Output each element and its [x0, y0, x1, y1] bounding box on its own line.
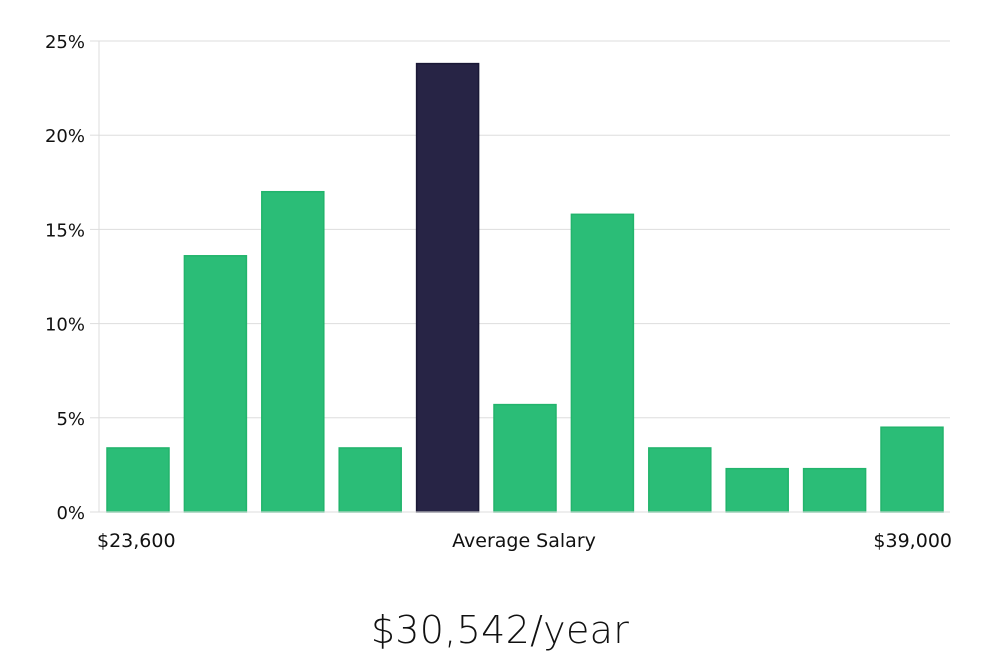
bar — [106, 447, 170, 513]
bars — [106, 62, 944, 513]
y-tick-label: 5% — [56, 409, 85, 430]
y-tick-label: 10% — [45, 315, 85, 336]
bar — [183, 255, 248, 513]
x-max-label: $39,000 — [873, 530, 952, 552]
x-center-label: Average Salary — [452, 530, 596, 552]
average-salary-value: $30,542/year — [370, 608, 630, 652]
bar — [261, 190, 325, 513]
bar — [648, 447, 712, 513]
y-tick-label: 15% — [45, 220, 85, 241]
y-tick-label: 25% — [45, 32, 85, 53]
bar — [338, 447, 402, 513]
bar — [880, 426, 944, 513]
y-tick-label: 20% — [45, 126, 85, 147]
bar — [802, 467, 867, 513]
bar — [493, 403, 557, 513]
bar — [725, 467, 789, 513]
bar — [570, 213, 635, 513]
salary-histogram: 0%5%10%15%20%25% $23,600 Average Salary … — [45, 32, 952, 552]
x-min-label: $23,600 — [97, 530, 176, 552]
y-tick-label: 0% — [56, 503, 85, 524]
bar-average-salary — [415, 62, 480, 513]
y-axis-ticks: 0% 5% 10% 15% 20% 25% — [45, 32, 99, 524]
